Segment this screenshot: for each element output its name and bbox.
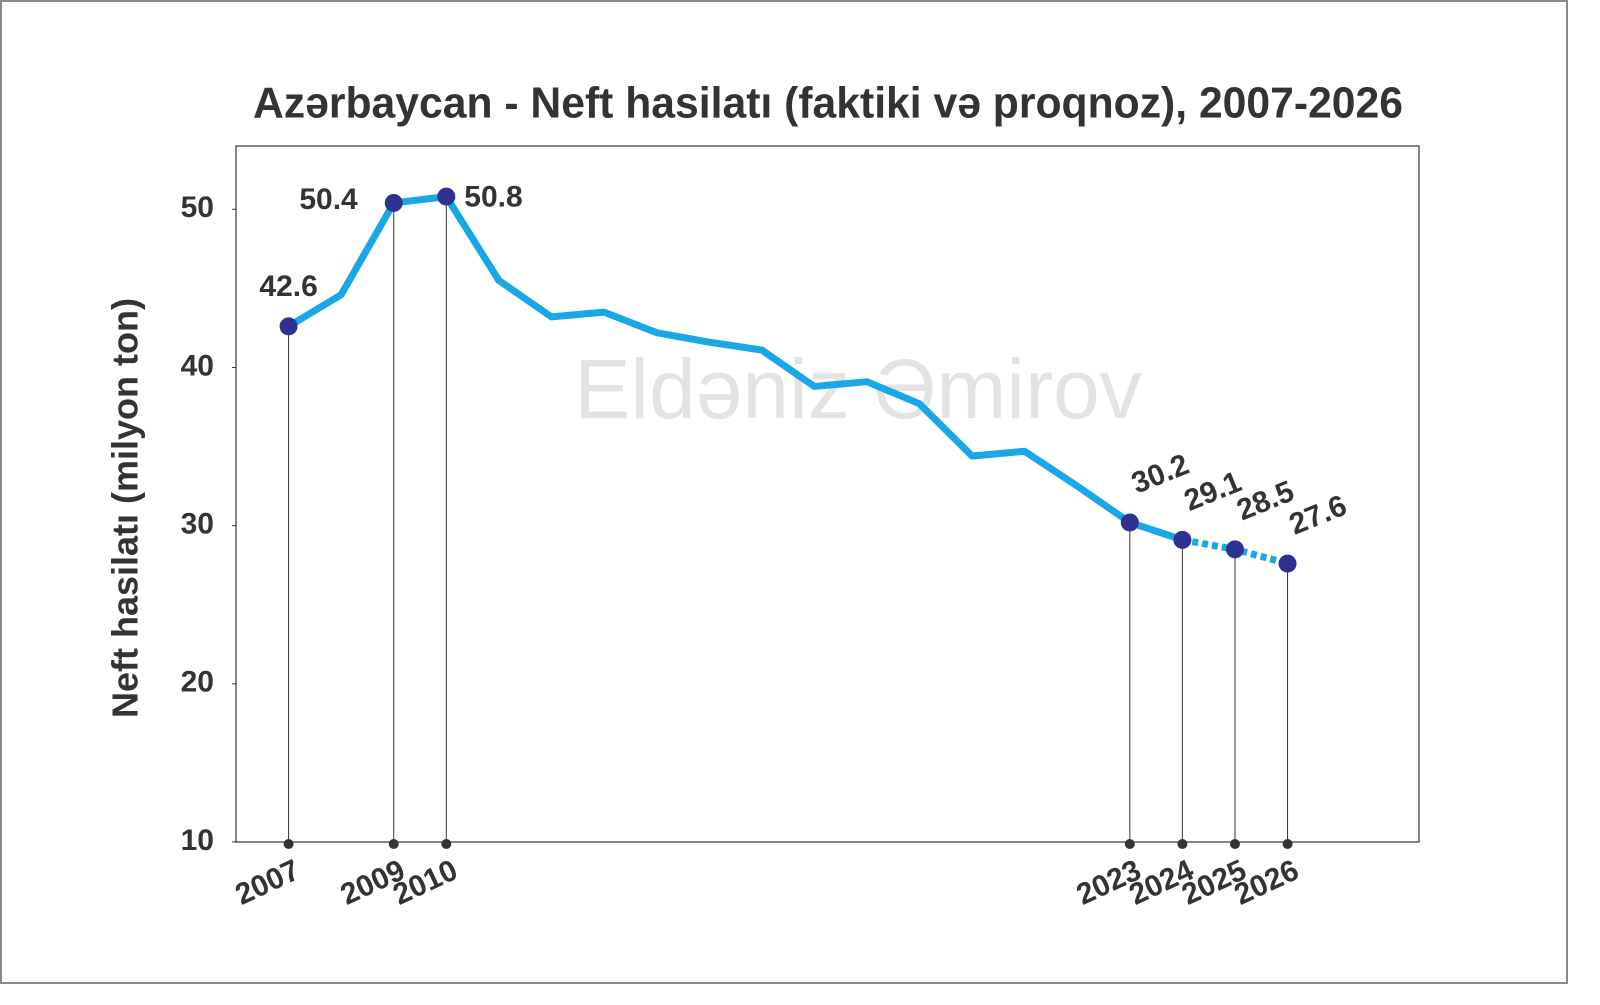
x-tick bbox=[1177, 839, 1188, 849]
x-tick bbox=[1124, 839, 1135, 849]
x-tick bbox=[388, 839, 399, 849]
y-tick-label: 10 bbox=[181, 824, 214, 857]
x-tick bbox=[283, 839, 294, 849]
point-marker bbox=[1278, 554, 1297, 573]
plot-area bbox=[235, 145, 1420, 843]
point-marker bbox=[1225, 540, 1244, 559]
frame bbox=[0, 0, 1568, 984]
x-tick bbox=[441, 839, 452, 849]
watermark: Eldəniz Əmirov bbox=[574, 342, 1141, 436]
data-label: 50.4 bbox=[299, 183, 358, 216]
x-tick bbox=[1229, 839, 1240, 849]
x-tick bbox=[1282, 839, 1293, 849]
data-label: 50.8 bbox=[464, 181, 522, 214]
data-label: 42.6 bbox=[259, 270, 317, 303]
y-tick-label: 50 bbox=[181, 191, 214, 224]
y-axis-label: Neft hasilatı (milyon ton) bbox=[105, 298, 146, 718]
point-marker bbox=[279, 317, 298, 336]
point-marker bbox=[384, 193, 403, 212]
chart-title: Azərbaycan - Neft hasilatı (faktiki və p… bbox=[253, 79, 1403, 128]
point-marker bbox=[1173, 530, 1192, 549]
y-tick-label: 20 bbox=[181, 666, 214, 699]
y-tick-label: 40 bbox=[181, 349, 214, 382]
point-marker bbox=[1120, 513, 1139, 532]
point-marker bbox=[437, 187, 456, 206]
y-tick-label: 30 bbox=[181, 508, 214, 541]
